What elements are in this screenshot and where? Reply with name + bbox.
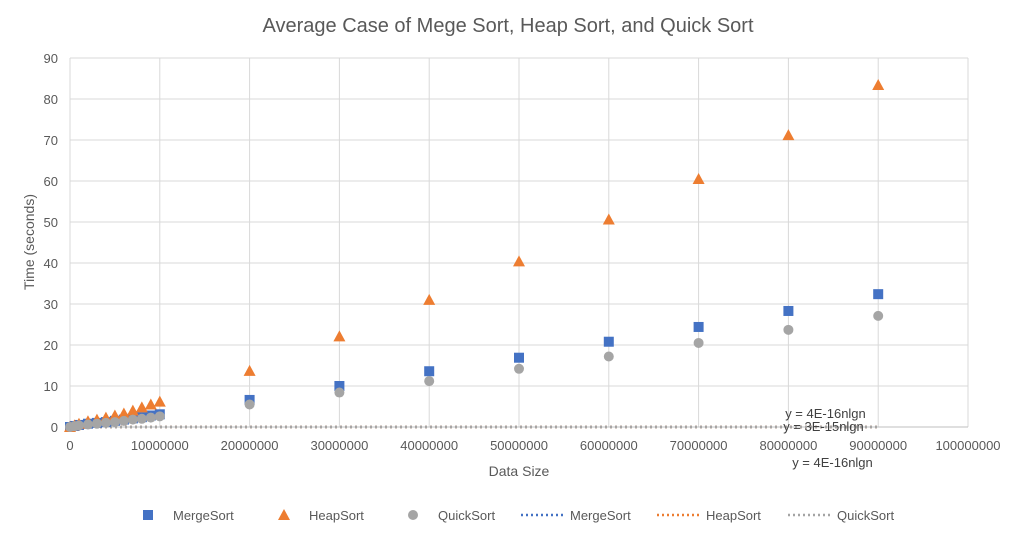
mergesort-point [873,289,884,300]
heapsort-point [144,398,157,410]
heapsort-point [782,129,795,141]
quicksort-point [91,418,102,429]
heapsort-point [602,213,615,225]
x-tick-label: 50000000 [490,438,548,453]
heapsort-point [423,293,436,305]
x-tick-label: 70000000 [670,438,728,453]
legend: MergeSort HeapSort QuickSort MergeSort HeapS… [143,508,894,523]
heapsort-point [333,330,346,342]
quicksort-point [514,363,524,374]
y-tick-label: 60 [44,174,58,189]
x-tick-label: 10000000 [131,438,189,453]
y-tick-label: 70 [44,133,58,148]
y-tick-label: 50 [44,215,58,230]
legend-label: MergeSort [173,508,234,523]
quicksort-point [127,414,138,425]
quicksort-point [118,415,129,426]
legend-label: HeapSort [706,508,761,523]
legend-quicksort-marker [408,510,418,520]
axes: 0 10 20 30 40 50 60 70 80 90 0 10000000 20000000 3000… [44,51,1001,453]
quicksort-point [100,417,111,428]
heapsort-point [117,407,130,419]
heapsort-point [108,409,121,421]
quicksort-point [82,419,93,430]
x-tick-label: 60000000 [580,438,638,453]
heapsort-point [872,79,885,91]
heapsort-point [153,395,166,407]
y-tick-label: 0 [51,420,58,435]
y-tick-label: 40 [44,256,58,271]
y-tick-label: 90 [44,51,58,66]
heapsort-point [135,401,148,413]
y-tick-label: 20 [44,338,58,353]
mergesort-point [334,381,345,391]
gridlines [69,57,969,428]
quicksort-point [244,399,255,410]
mergesort-point [783,305,794,316]
legend-label: QuickSort [438,508,495,523]
x-axis-title: Data Size [489,463,550,479]
quicksort-point [783,324,794,335]
heapsort-point [513,255,525,267]
quicksort-point [424,376,435,387]
quicksort-point [73,420,84,431]
heapsort-point [126,404,139,416]
mergesort-point [693,321,704,332]
quicksort-point [145,412,156,423]
x-tick-label: 20000000 [221,438,279,453]
y-tick-label: 10 [44,379,58,394]
x-tick-label: 100000000 [935,438,1000,453]
y-tick-label: 80 [44,92,58,107]
quicksort-point [154,411,165,422]
legend-label: HeapSort [309,508,364,523]
legend-heapsort-marker [278,509,290,520]
mergesort-point [424,366,435,377]
x-tick-label: 90000000 [849,438,907,453]
quicksort-point [334,387,345,398]
x-tick-label: 80000000 [759,438,817,453]
heapsort-point [243,364,256,376]
chart-title: Average Case of Mege Sort, Heap Sort, an… [263,15,754,37]
trendline-equation-label: y = 4E-16nlgn [792,455,873,470]
x-tick-label: 30000000 [310,438,368,453]
quicksort-point [603,351,614,362]
quicksort-point [136,413,147,424]
legend-label: MergeSort [570,508,631,523]
quicksort-point [873,310,884,321]
trendline-equation-label: y = 3E-15nlgn [783,419,864,434]
trendline-equation-label: y = 4E-16nlgn [785,406,866,421]
x-tick-label: 0 [66,438,73,453]
mergesort-point [603,336,614,347]
heapsort-point [692,172,705,184]
y-axis-title: Time (seconds) [21,194,37,290]
mergesort-point [514,352,524,363]
data-markers [64,79,885,432]
legend-mergesort-marker [143,510,153,520]
quicksort-point [109,417,120,428]
x-tick-label: 40000000 [400,438,458,453]
quicksort-point [693,337,704,348]
legend-label: QuickSort [837,508,894,523]
y-tick-label: 30 [44,297,58,312]
